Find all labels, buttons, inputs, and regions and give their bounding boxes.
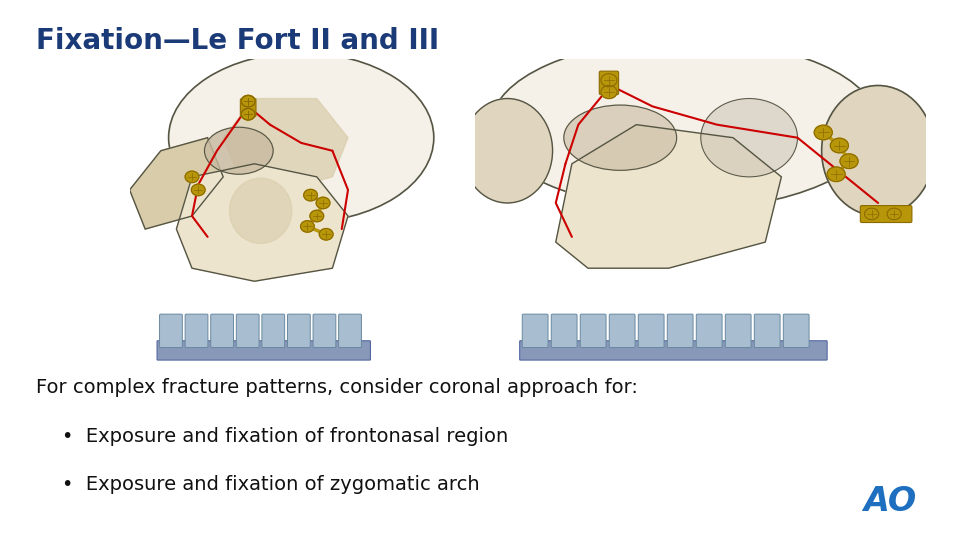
FancyBboxPatch shape	[860, 206, 912, 222]
Circle shape	[814, 125, 832, 140]
Text: Fixation—Le Fort II and III: Fixation—Le Fort II and III	[36, 27, 440, 55]
Circle shape	[601, 85, 617, 99]
Ellipse shape	[492, 40, 878, 210]
Circle shape	[241, 109, 255, 120]
Ellipse shape	[169, 53, 434, 222]
Polygon shape	[224, 99, 348, 190]
FancyBboxPatch shape	[313, 314, 336, 348]
FancyBboxPatch shape	[339, 314, 361, 348]
Circle shape	[865, 208, 878, 220]
Circle shape	[185, 171, 199, 183]
Circle shape	[191, 184, 205, 195]
Circle shape	[828, 167, 845, 181]
FancyBboxPatch shape	[522, 314, 548, 348]
FancyBboxPatch shape	[287, 314, 310, 348]
FancyBboxPatch shape	[638, 314, 664, 348]
Circle shape	[830, 138, 849, 153]
Text: For complex fracture patterns, consider coronal approach for:: For complex fracture patterns, consider …	[36, 378, 638, 397]
Polygon shape	[556, 125, 781, 268]
Text: AO: AO	[864, 485, 917, 518]
FancyBboxPatch shape	[667, 314, 693, 348]
FancyBboxPatch shape	[726, 314, 751, 348]
Circle shape	[241, 96, 255, 107]
FancyBboxPatch shape	[236, 314, 259, 348]
Circle shape	[303, 190, 318, 201]
Ellipse shape	[204, 127, 274, 174]
FancyBboxPatch shape	[696, 314, 722, 348]
Circle shape	[701, 99, 798, 177]
Circle shape	[316, 197, 330, 208]
Circle shape	[320, 228, 333, 240]
Circle shape	[310, 210, 324, 222]
FancyBboxPatch shape	[185, 314, 208, 348]
Circle shape	[241, 96, 255, 107]
Ellipse shape	[229, 178, 292, 244]
Ellipse shape	[463, 98, 553, 203]
FancyBboxPatch shape	[157, 341, 371, 360]
Polygon shape	[130, 138, 224, 229]
FancyBboxPatch shape	[610, 314, 636, 348]
FancyBboxPatch shape	[755, 314, 780, 348]
FancyBboxPatch shape	[580, 314, 606, 348]
FancyBboxPatch shape	[240, 99, 256, 117]
FancyBboxPatch shape	[519, 341, 828, 360]
Ellipse shape	[564, 105, 677, 170]
Circle shape	[887, 208, 901, 220]
FancyBboxPatch shape	[599, 71, 618, 94]
Circle shape	[300, 221, 314, 232]
FancyBboxPatch shape	[551, 314, 577, 348]
FancyBboxPatch shape	[783, 314, 809, 348]
FancyBboxPatch shape	[159, 314, 182, 348]
Text: •  Exposure and fixation of frontonasal region: • Exposure and fixation of frontonasal r…	[62, 427, 509, 446]
Ellipse shape	[822, 85, 934, 216]
Circle shape	[601, 74, 617, 87]
Polygon shape	[177, 164, 348, 281]
Circle shape	[241, 109, 255, 120]
FancyBboxPatch shape	[211, 314, 233, 348]
Circle shape	[840, 154, 858, 168]
Text: •  Exposure and fixation of zygomatic arch: • Exposure and fixation of zygomatic arc…	[62, 475, 480, 494]
FancyBboxPatch shape	[262, 314, 285, 348]
